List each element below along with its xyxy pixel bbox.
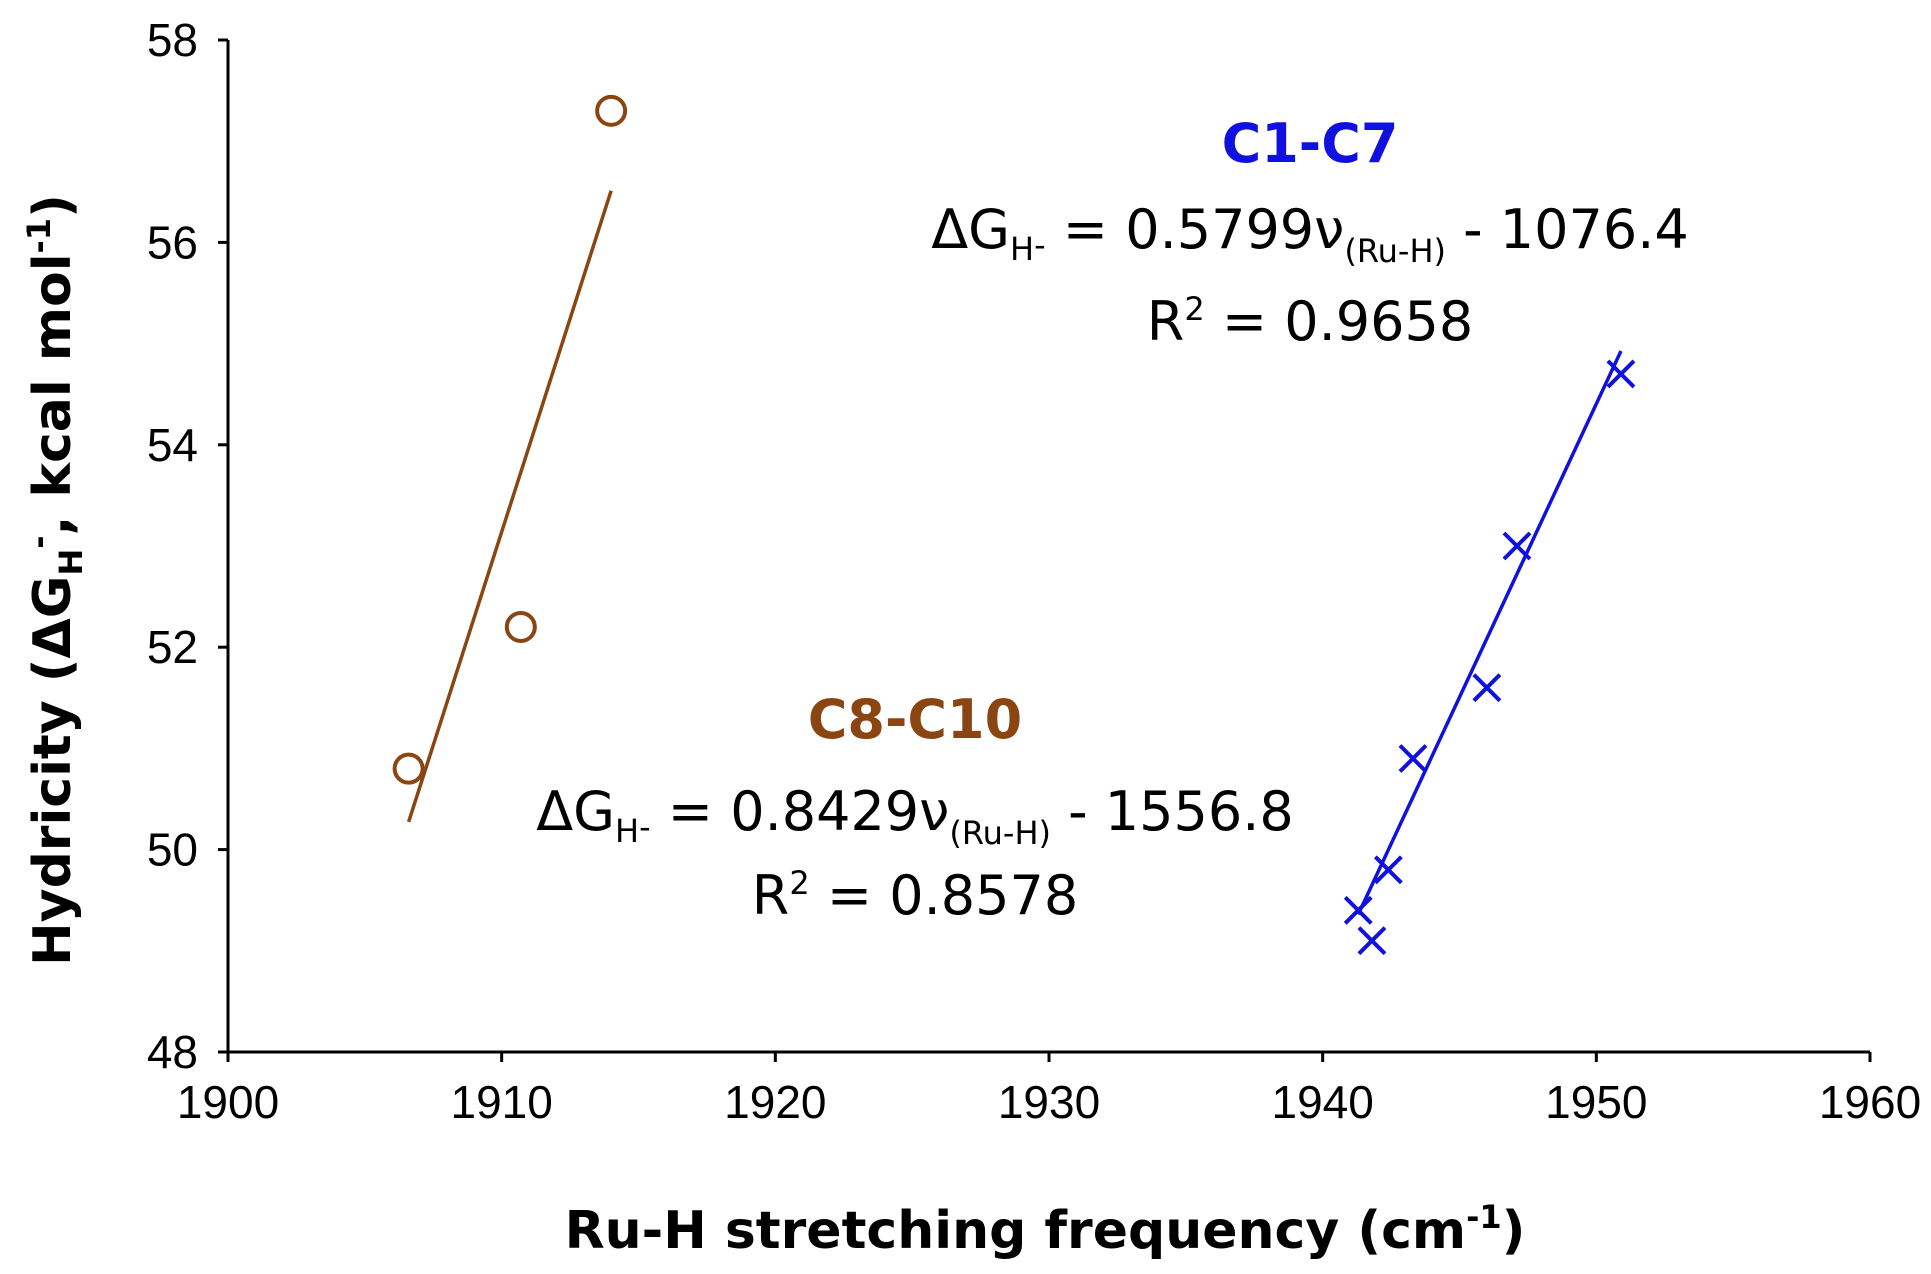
data-point — [1502, 531, 1532, 561]
annotation-c1-c7: C1-C7 ΔGH- = 0.5799ν(Ru-H) - 1076.4 R2 =… — [931, 112, 1689, 353]
x-tick-label: 1950 — [1545, 1076, 1647, 1128]
equation-c8-c10: ΔGH- = 0.8429ν(Ru-H) - 1556.8 — [536, 780, 1294, 852]
y-axis-title: Hydricity (ΔGH-, kcal mol-1) — [20, 194, 90, 966]
data-point — [1472, 673, 1502, 703]
data-point — [392, 752, 425, 785]
data-point — [1373, 855, 1403, 885]
trendline-c8-c10 — [406, 190, 613, 823]
trendline-c1-c7 — [1356, 350, 1623, 916]
x-tick-label: 1920 — [724, 1076, 826, 1128]
data-point — [1357, 926, 1387, 956]
x-ticks: 1900 1910 1920 1930 1940 1950 1960 — [177, 1052, 1921, 1128]
annotation-c8-c10: C8-C10 ΔGH- = 0.8429ν(Ru-H) - 1556.8 R2 … — [536, 688, 1294, 927]
data-point — [595, 94, 628, 127]
data-point — [1398, 744, 1428, 773]
data-point — [1606, 359, 1636, 389]
r-squared-c8-c10: R2 = 0.8578 — [752, 864, 1078, 927]
x-tick-label: 1960 — [1819, 1076, 1921, 1128]
y-tick-label: 48 — [147, 1026, 198, 1078]
series-c8-c10 — [392, 94, 628, 823]
equation-c1-c7: ΔGH- = 0.5799ν(Ru-H) - 1076.4 — [931, 198, 1689, 270]
x-tick-label: 1940 — [1271, 1076, 1373, 1128]
axes: 1900 1910 1920 1930 1940 1950 1960 48 50 52 54 56 5… — [147, 14, 1921, 1128]
plot-area — [392, 94, 1636, 956]
y-ticks: 48 50 52 54 56 58 — [147, 14, 228, 1078]
annotation-heading-c1-c7: C1-C7 — [1222, 112, 1399, 175]
x-axis-title: Ru-H stretching frequency (cm-1) — [565, 1198, 1526, 1261]
y-tick-label: 58 — [147, 14, 198, 66]
data-point — [504, 610, 537, 643]
x-tick-label: 1930 — [998, 1076, 1100, 1128]
y-tick-label: 54 — [147, 419, 198, 471]
annotation-heading-c8-c10: C8-C10 — [808, 688, 1022, 751]
series-c1-c7 — [1343, 350, 1636, 956]
x-tick-label: 1910 — [450, 1076, 552, 1128]
y-tick-label: 50 — [147, 824, 198, 876]
y-tick-label: 52 — [147, 621, 198, 673]
data-point — [1343, 895, 1373, 925]
x-tick-label: 1900 — [177, 1076, 279, 1128]
y-tick-label: 56 — [147, 216, 198, 268]
r-squared-c1-c7: R2 = 0.9658 — [1147, 290, 1473, 353]
